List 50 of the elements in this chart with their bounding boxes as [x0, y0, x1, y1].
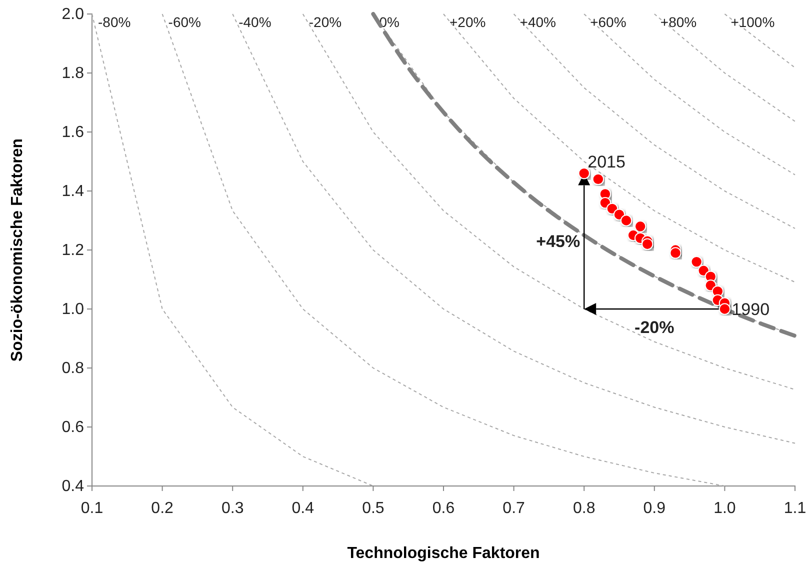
line-series	[443, 14, 796, 283]
series-label: -80%	[98, 14, 131, 30]
point	[578, 167, 590, 180]
y-tick-label: 1.8	[62, 65, 84, 82]
line-series	[162, 14, 726, 486]
x-tick-label: 0.8	[572, 500, 596, 518]
x-tick-label: 0.3	[221, 500, 244, 518]
annotation: 1990	[732, 300, 770, 319]
y-tick-label: 0.6	[62, 419, 84, 436]
y-tick-label: 1.2	[62, 242, 84, 260]
series-label: +80%	[660, 14, 697, 30]
x-tick-label: 0.2	[151, 500, 174, 518]
y-tick-label: 0.8	[62, 360, 84, 378]
x-tick-label: 0.4	[292, 500, 314, 518]
series-label: +40%	[520, 14, 556, 30]
point	[634, 220, 646, 232]
line-series	[584, 14, 796, 176]
series-label: +100%	[730, 14, 775, 30]
y-axis-title: Sozio-ökonomische Faktoren	[9, 138, 26, 362]
series-label: -20%	[308, 14, 342, 30]
y-tick-label: 0.4	[62, 478, 84, 496]
annotation: -20%	[634, 318, 674, 337]
point	[642, 238, 654, 250]
series-label: +20%	[450, 14, 486, 30]
series-label: -40%	[238, 14, 272, 30]
x-tick-label: 1.1	[784, 500, 806, 518]
x-tick-label: 0.6	[432, 500, 455, 518]
line-series	[513, 14, 796, 229]
x-tick-label: 0.7	[502, 500, 526, 518]
x-tick-label: 0.5	[362, 500, 384, 518]
point	[690, 256, 702, 268]
y-tick-label: 2.0	[62, 6, 84, 24]
x-tick-label: 0.9	[643, 500, 666, 518]
point	[718, 303, 731, 315]
point	[592, 173, 604, 186]
y-tick-label: 1.6	[62, 124, 84, 142]
x-axis-title: Technologische Faktoren	[347, 545, 540, 562]
line-series	[232, 14, 796, 444]
annotation: 2015	[588, 152, 626, 172]
x-tick-label: 1.0	[714, 500, 736, 518]
line-series	[302, 14, 796, 390]
y-tick-label: 1.0	[62, 301, 84, 318]
point	[670, 247, 682, 259]
series-label: +60%	[590, 14, 626, 30]
line-series	[92, 14, 374, 486]
series-label: -60%	[168, 14, 201, 30]
y-tick-label: 1.4	[62, 183, 84, 200]
annotation: +45%	[536, 232, 580, 252]
x-tick-label: 0.1	[80, 500, 104, 518]
point	[620, 214, 632, 226]
